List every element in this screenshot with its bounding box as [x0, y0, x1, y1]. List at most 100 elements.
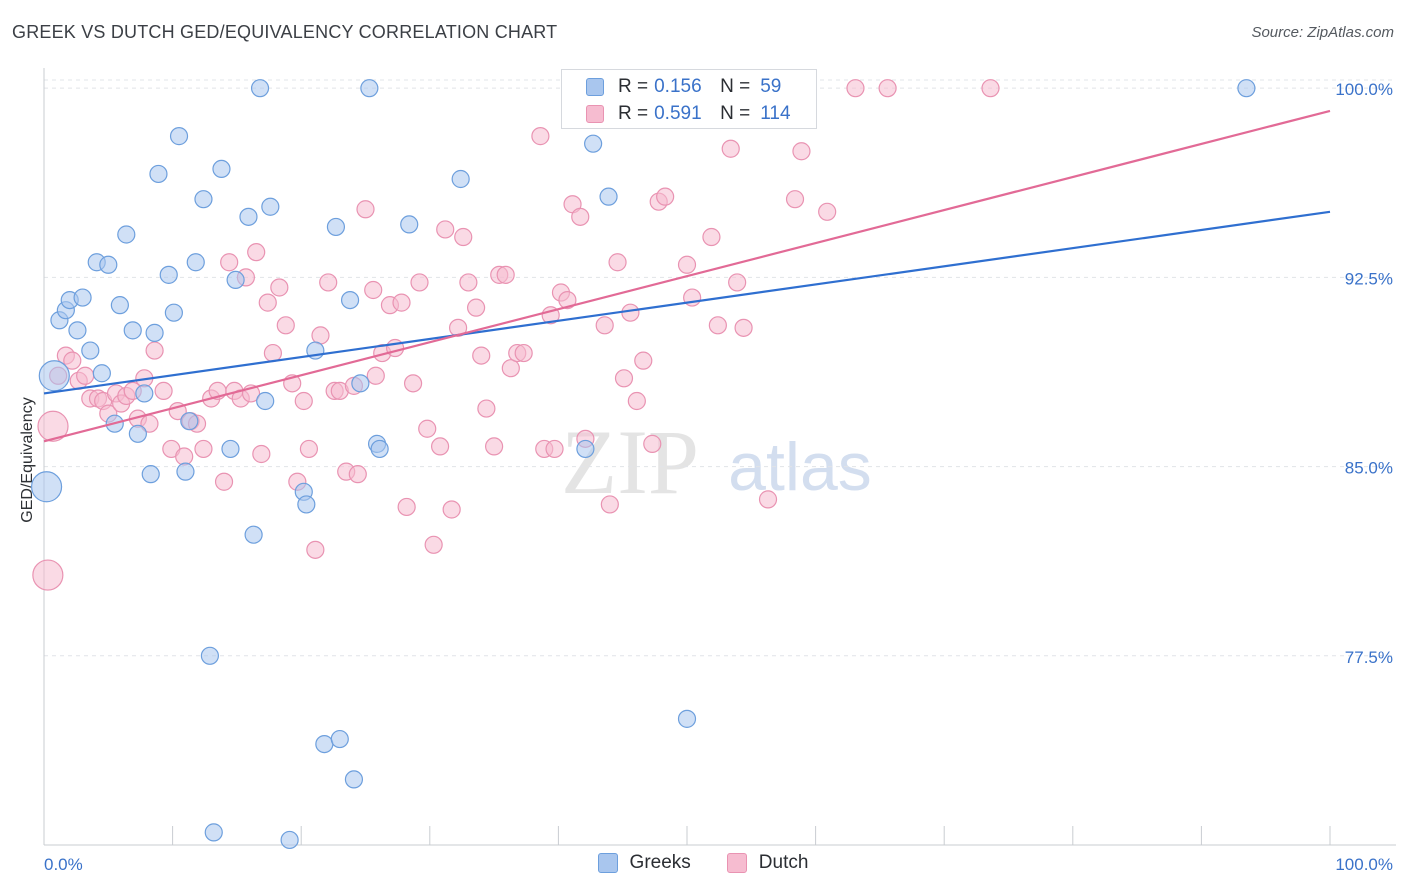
dutch-point [595, 316, 614, 335]
greeks-point [145, 323, 164, 342]
greeks-point [128, 424, 147, 443]
dutch-point [792, 142, 811, 161]
dutch-point [818, 202, 837, 221]
greeks-point [149, 164, 168, 184]
dutch-point [708, 316, 727, 335]
greeks-point [212, 159, 231, 179]
dutch-point [410, 273, 429, 292]
greeks-point [576, 439, 595, 459]
dutch-trend-line [43, 109, 1331, 443]
y-tick-label: 77.5% [1345, 648, 1393, 667]
greeks-point [164, 303, 183, 322]
greeks-point [38, 360, 70, 392]
greeks-point [226, 270, 245, 290]
dutch-point [514, 343, 533, 363]
dutch-point [846, 79, 865, 98]
dutch-point [728, 273, 747, 292]
greeks-point [256, 391, 275, 411]
greeks-point [360, 79, 379, 98]
dutch-point [702, 227, 721, 247]
legend-item-greeks[interactable]: Greeks [597, 852, 691, 874]
dutch-point [459, 273, 478, 292]
greeks-point [250, 79, 270, 98]
greeks-points [30, 79, 1256, 850]
x-tick-label: 100.0% [1335, 855, 1393, 874]
greeks-point [81, 341, 100, 360]
greeks-point [194, 190, 213, 209]
greeks-point [677, 709, 697, 728]
dutch-point [252, 444, 271, 464]
dutch-point [477, 399, 496, 418]
greeks-point [370, 439, 389, 459]
dutch-point [276, 316, 295, 335]
dutch-swatch [726, 853, 747, 873]
r-label: R = [618, 76, 649, 97]
dutch-point [558, 290, 577, 310]
greeks-point [344, 770, 364, 789]
chart-title: GREEK VS DUTCH GED/EQUIVALENCY CORRELATI… [12, 22, 558, 42]
legend-label-dutch: Dutch [758, 852, 809, 873]
watermark-zip: ZIP [561, 411, 699, 513]
dutch-point [175, 447, 194, 466]
dutch-point [356, 200, 375, 219]
dutch-point [627, 391, 646, 411]
dutch-point [145, 341, 164, 360]
dutch-point [442, 500, 461, 519]
dutch-point [436, 220, 455, 239]
greeks-swatch [586, 78, 604, 96]
dutch-point [424, 535, 443, 554]
greeks-point [169, 127, 189, 146]
dutch-points [32, 79, 1000, 591]
stats-legend: R = 0.156 N = 59 R = 0.591 N = 114 [561, 69, 817, 129]
greeks-point [1237, 79, 1256, 98]
greeks-point [400, 215, 419, 234]
dutch-point [263, 343, 283, 363]
greeks-point [73, 288, 92, 307]
legend-item-dutch[interactable]: Dutch [726, 852, 809, 874]
dutch-point [466, 298, 486, 317]
dutch-point [348, 465, 367, 484]
greeks-point [221, 439, 240, 459]
dutch-point [656, 187, 675, 206]
dutch-point [571, 207, 590, 226]
dutch-point [878, 79, 897, 98]
dutch-point [397, 497, 416, 517]
tick-labels: 77.5% 85.0% 92.5% 100.0% 0.0% 100.0% [44, 80, 1393, 874]
grid [44, 79, 1396, 657]
dutch-point [485, 437, 504, 456]
greeks-point [180, 412, 199, 431]
greeks-point [244, 525, 263, 544]
dutch-point [392, 293, 411, 312]
dutch-swatch [586, 105, 604, 123]
greeks-trend-line [43, 210, 1331, 395]
y-tick-label: 85.0% [1345, 459, 1393, 478]
greeks-swatch [597, 853, 618, 873]
dutch-point [403, 374, 423, 393]
dutch-point [306, 540, 325, 559]
dutch-point [677, 255, 697, 274]
greeks-point [135, 384, 154, 403]
n-label: N = [720, 103, 751, 124]
series-legend: Greeks Dutch [0, 852, 1406, 874]
greeks-point [326, 217, 346, 237]
axes [43, 68, 1396, 846]
legend-label-greeks: Greeks [629, 852, 691, 873]
n-label: N = [720, 76, 751, 97]
r-label: R = [618, 103, 649, 124]
dutch-point [311, 326, 330, 345]
dutch-point [154, 381, 173, 401]
stats-row-greeks: R = 0.156 N = 59 [586, 75, 781, 99]
y-tick-label: 100.0% [1335, 80, 1393, 99]
greeks-point [297, 495, 316, 514]
dutch-point [32, 559, 64, 591]
greeks-point [315, 734, 334, 754]
source-credit: Source: ZipAtlas.com [1251, 24, 1394, 41]
dutch-point [614, 369, 634, 388]
stats-row-dutch: R = 0.591 N = 114 [586, 102, 791, 126]
dutch-point [472, 346, 491, 365]
dutch-point [364, 280, 383, 300]
dutch-point [600, 495, 619, 514]
greeks-point [159, 265, 178, 284]
trend-lines [43, 109, 1331, 443]
dutch-point [37, 410, 69, 442]
